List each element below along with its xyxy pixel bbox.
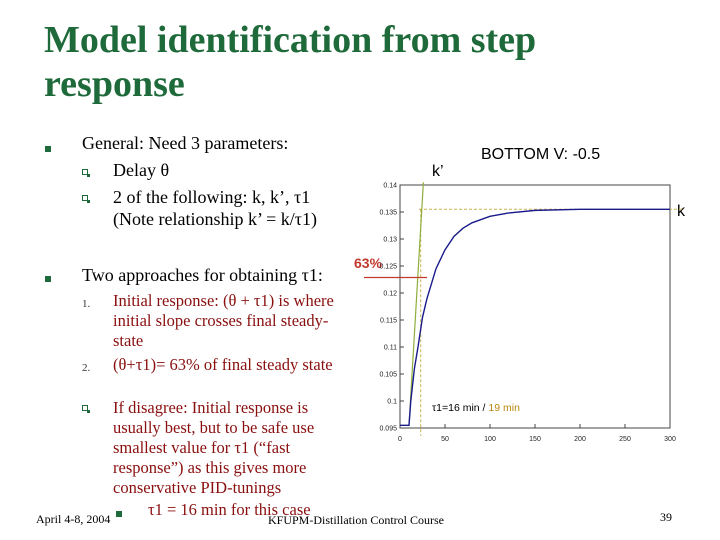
- footer-page-number: 39: [660, 510, 672, 524]
- sub-bullet-marker: [82, 169, 90, 177]
- k-label: k: [677, 203, 685, 220]
- plot-area: [399, 184, 671, 429]
- approach-initial-response: Initial response: (θ + τ1) is where init…: [113, 291, 334, 350]
- y-tick-label: 0.125: [379, 264, 397, 271]
- y-tick-label: 0.115: [380, 318, 397, 325]
- bullet-marker: [45, 146, 51, 152]
- pct63-label: 63%: [354, 255, 383, 271]
- numbered-marker: 1.: [82, 298, 91, 310]
- tau-annotation-b: 19 min: [488, 402, 520, 414]
- x-tick-label: 100: [484, 436, 496, 443]
- x-tick-label: 0: [398, 436, 402, 443]
- initial-slope-line: [408, 182, 424, 426]
- x-tick-label: 150: [529, 436, 541, 443]
- y-tick-label: 0.12: [383, 291, 397, 298]
- response-curve: [400, 208, 670, 427]
- x-tick-label: 200: [574, 436, 586, 443]
- y-tick-label: 0.095: [379, 426, 397, 433]
- page-title: Model identification from step response: [44, 19, 537, 105]
- y-tick-label: 0.105: [379, 372, 397, 379]
- y-tick-label: 0.11: [384, 345, 397, 352]
- bullet-general: General: Need 3 parameters:: [82, 133, 289, 153]
- approach-63-percent: (θ+τ1)= 63% of final steady state: [113, 355, 333, 374]
- sub-bullet-marker: [82, 195, 90, 203]
- y-tick-label: 0.13: [383, 237, 397, 244]
- bullet-marker: [45, 276, 51, 282]
- footer-date: April 4-8, 2004: [36, 512, 111, 526]
- sub-bullet-params: 2 of the following: k, k’, τ1: [113, 187, 311, 207]
- step-response-chart: 0 50 100 150 200 250 300 0.095 0.1 0.105 0.11 0.115…: [364, 182, 682, 443]
- footer-course: KFUPM-Distillation Control Course: [268, 513, 445, 527]
- tau-annotation-a: τ1=16 min /: [432, 402, 489, 414]
- x-tick-label: 300: [664, 436, 676, 443]
- x-tick-label: 250: [619, 436, 631, 443]
- tau-annotation: τ1=16 min / 19 min: [432, 402, 520, 414]
- y-tick-label: 0.135: [379, 210, 397, 217]
- tau-result: τ1 = 16 min for this case: [148, 500, 311, 519]
- y-tick-label: 0.14: [383, 183, 397, 190]
- sub-bullet-delay: Delay θ: [113, 160, 170, 180]
- x-tick-label: 50: [441, 436, 449, 443]
- sub-bullet-marker: [82, 405, 90, 413]
- bullet-approaches: Two approaches for obtaining τ1:: [82, 265, 323, 285]
- k-prime-label: k’: [432, 163, 444, 180]
- bullet-marker: [116, 511, 122, 517]
- disagree-advice: If disagree: Initial response is usually…: [113, 398, 315, 497]
- y-tick-label: 0.1: [387, 399, 397, 406]
- bottom-v-label: BOTTOM V: -0.5: [481, 146, 601, 163]
- sub-bullet-note: (Note relationship k’ = k/τ1): [113, 209, 318, 229]
- numbered-marker: 2.: [82, 362, 91, 374]
